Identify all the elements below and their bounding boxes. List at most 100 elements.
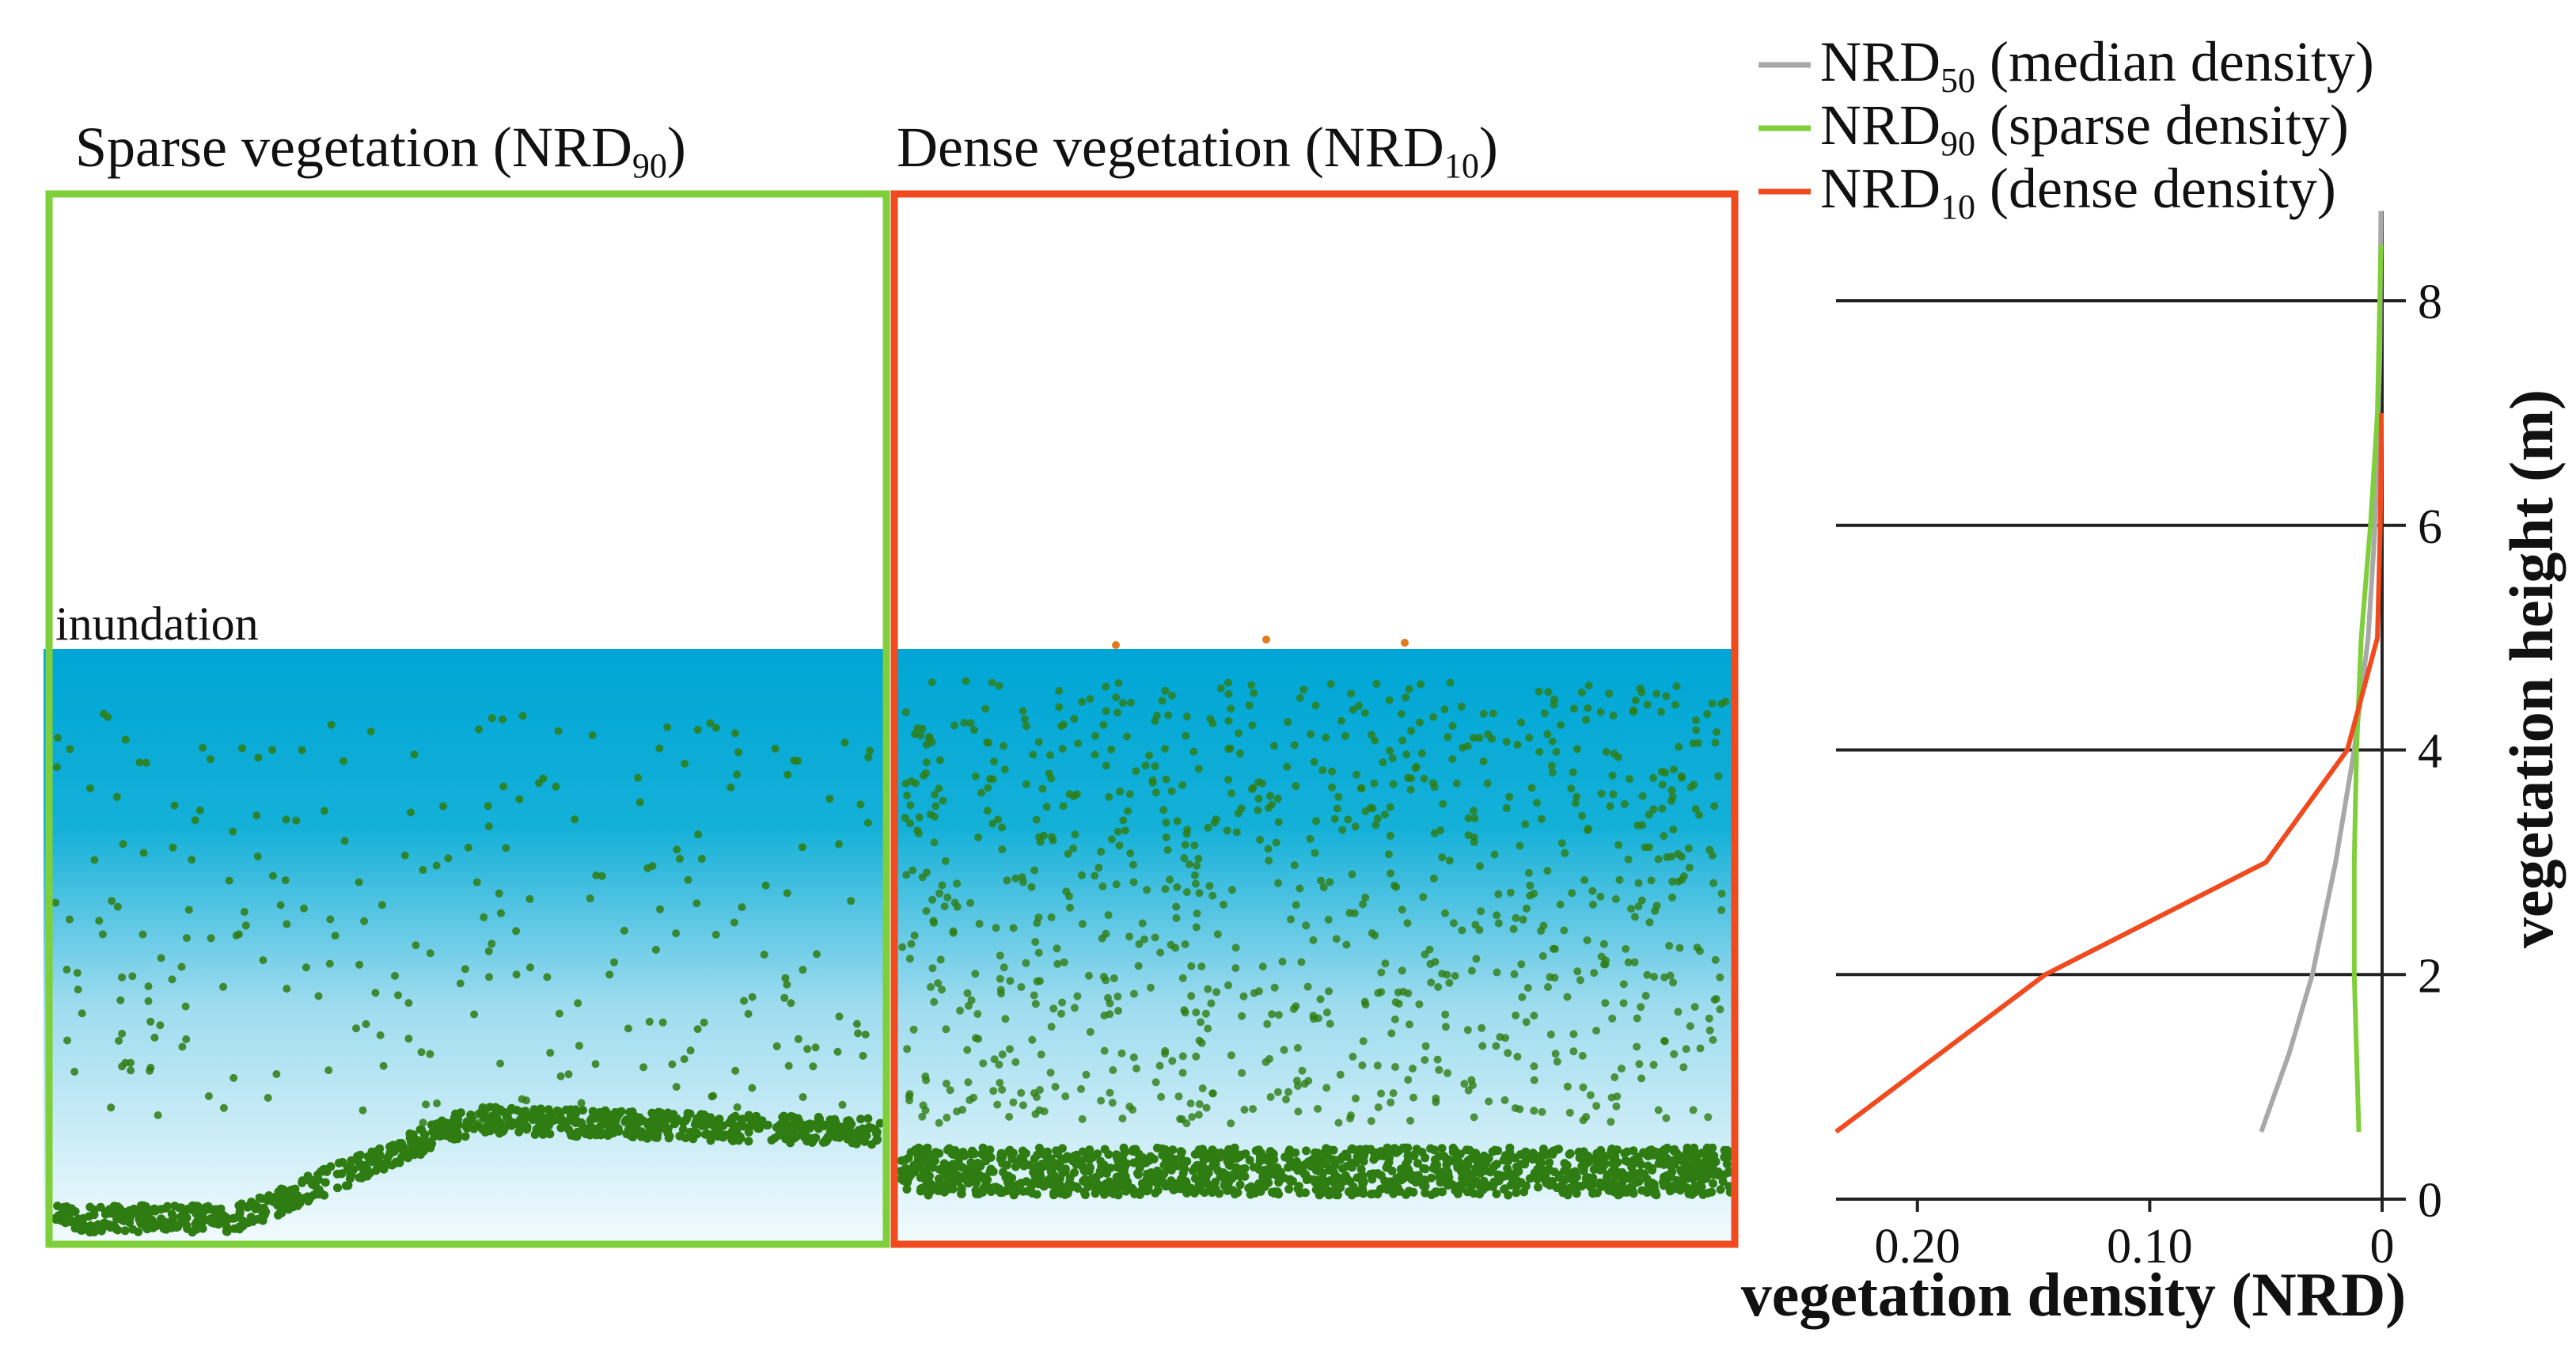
vegetation-point <box>138 930 147 939</box>
vegetation-point <box>1489 1161 1499 1171</box>
vegetation-point <box>1411 1178 1421 1187</box>
vegetation-point <box>1438 853 1447 862</box>
vegetation-point <box>1683 1143 1692 1152</box>
vegetation-point <box>417 1048 426 1057</box>
vegetation-point <box>1306 834 1315 843</box>
vegetation-point <box>1113 1152 1122 1162</box>
vegetation-point <box>928 895 937 904</box>
vegetation-point <box>1297 958 1306 966</box>
vegetation-point <box>1074 739 1083 748</box>
vegetation-point <box>1284 718 1292 727</box>
vegetation-point <box>1227 1119 1235 1128</box>
vegetation-point <box>1516 718 1525 727</box>
vegetation-point <box>1046 751 1054 759</box>
vegetation-point <box>1649 805 1658 814</box>
vegetation-point <box>1167 1176 1176 1186</box>
vegetation-point <box>696 1110 706 1119</box>
vegetation-point <box>779 1111 788 1121</box>
vegetation-point <box>497 909 505 917</box>
vegetation-point <box>1510 970 1519 978</box>
series-line-nrd50 <box>2259 211 2384 1133</box>
vegetation-point <box>410 750 419 759</box>
vegetation-point <box>1034 913 1043 922</box>
vegetation-point <box>199 743 207 752</box>
vegetation-point <box>754 1121 764 1130</box>
vegetation-point <box>51 1215 61 1224</box>
vegetation-point <box>1475 734 1484 742</box>
vegetation-point <box>1703 710 1712 719</box>
vegetation-point <box>182 1035 191 1043</box>
vegetation-point <box>943 1167 952 1177</box>
vegetation-point <box>1138 919 1147 928</box>
vegetation-point <box>1069 844 1077 852</box>
vegetation-point <box>1427 1173 1436 1183</box>
vegetation-point <box>1674 1008 1683 1016</box>
vegetation-point <box>1269 1189 1279 1198</box>
vegetation-point <box>1597 789 1606 798</box>
vegetation-point <box>1118 1114 1127 1123</box>
vegetation-point <box>1254 1145 1264 1155</box>
vegetation-point <box>1610 1073 1619 1081</box>
vegetation-point <box>656 905 664 913</box>
vegetation-point <box>555 1009 563 1018</box>
vegetation-point <box>1483 779 1492 788</box>
vegetation-point <box>1003 1178 1012 1187</box>
vegetation-point <box>150 1033 159 1042</box>
vegetation-point <box>1193 861 1201 870</box>
vegetation-point <box>1160 1145 1170 1154</box>
vegetation-point <box>1429 712 1438 721</box>
vegetation-point <box>1676 1152 1686 1162</box>
vegetation-point <box>1550 974 1559 982</box>
vegetation-point <box>1245 1156 1254 1165</box>
vegetation-point <box>1401 639 1409 647</box>
vegetation-point <box>1635 1060 1644 1069</box>
vegetation-point <box>1182 888 1191 897</box>
vegetation-point <box>1413 1159 1422 1168</box>
vegetation-point <box>729 1127 738 1137</box>
vegetation-point <box>439 802 447 811</box>
vegetation-point <box>252 811 261 820</box>
vegetation-point <box>1195 889 1204 898</box>
vegetation-point <box>1011 1057 1020 1066</box>
vegetation-point <box>901 814 909 822</box>
vegetation-point <box>1647 876 1656 885</box>
vegetation-point <box>1370 779 1379 788</box>
vegetation-point <box>1359 1037 1368 1046</box>
vegetation-point <box>1387 869 1394 878</box>
vegetation-point <box>1211 1177 1220 1186</box>
vegetation-point <box>926 811 935 818</box>
vegetation-point <box>475 725 483 734</box>
vegetation-point <box>744 1009 753 1018</box>
vegetation-point <box>693 1025 702 1034</box>
vegetation-point <box>1578 811 1587 820</box>
vegetation-point <box>1268 1010 1277 1019</box>
vegetation-point <box>1270 742 1278 750</box>
vegetation-point <box>642 1133 651 1142</box>
vegetation-point <box>1317 876 1325 885</box>
vegetation-point <box>1421 1188 1430 1198</box>
vegetation-point <box>518 712 527 720</box>
vegetation-point <box>357 1162 366 1171</box>
vegetation-point <box>339 757 347 765</box>
vegetation-point <box>82 1224 90 1234</box>
vegetation-point <box>982 1183 992 1191</box>
vegetation-point <box>283 920 291 928</box>
vegetation-point <box>1403 919 1412 928</box>
vegetation-point <box>450 1113 459 1122</box>
vegetation-point <box>1307 730 1315 738</box>
vegetation-point <box>1696 947 1704 955</box>
vegetation-point <box>1677 772 1686 780</box>
vegetation-point <box>1231 943 1240 952</box>
vegetation-point <box>128 972 137 981</box>
vegetation-point <box>1513 740 1522 749</box>
vegetation-point <box>996 985 1005 994</box>
vegetation-point <box>1039 831 1048 840</box>
vegetation-point <box>1319 1157 1329 1167</box>
vegetation-point <box>910 931 919 940</box>
vegetation-point <box>1151 717 1159 725</box>
vegetation-point <box>872 1136 881 1145</box>
dense-water <box>894 649 1735 1244</box>
vegetation-point <box>953 879 962 888</box>
vegetation-point <box>1145 751 1154 760</box>
vegetation-point <box>1654 1106 1663 1114</box>
